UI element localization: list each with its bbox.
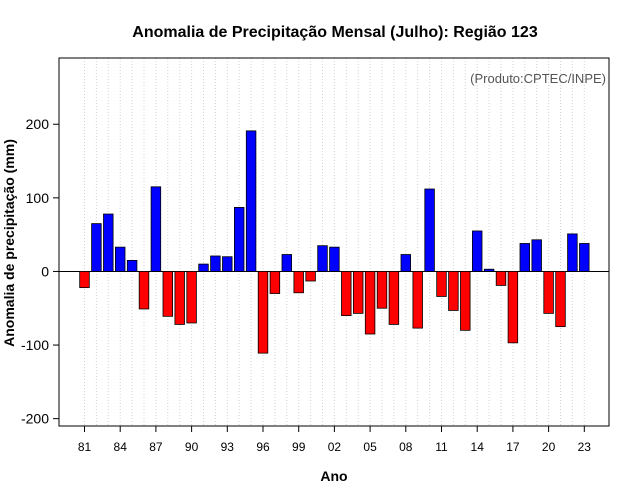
bar-92 (210, 255, 221, 272)
bar-00 (305, 271, 316, 282)
y-tick-label: -200 (21, 411, 49, 427)
x-tick-label: 90 (185, 440, 199, 454)
bar-97 (269, 271, 281, 294)
bar-19 (531, 239, 542, 272)
y-tick-label: 200 (26, 116, 50, 132)
x-tick-label: 11 (435, 440, 448, 454)
bar-17 (507, 271, 519, 344)
x-tick-label: 99 (292, 440, 306, 454)
bars (79, 130, 590, 354)
y-axis: -200 -100 0 100 200 (21, 116, 59, 427)
bar-85 (126, 259, 138, 272)
bar-91 (198, 263, 209, 272)
bar-20 (543, 271, 554, 314)
bar-09 (412, 271, 423, 329)
x-tick-label: 05 (363, 440, 377, 454)
bar-94 (233, 207, 245, 272)
bar-06 (376, 271, 388, 309)
x-tick-label: 02 (328, 440, 342, 454)
bar-86 (138, 271, 150, 310)
x-tick-label: 84 (114, 440, 128, 454)
bar-04 (352, 271, 364, 314)
bar-87 (150, 186, 162, 272)
bar-03 (341, 271, 352, 317)
x-tick-label: 14 (471, 440, 485, 454)
bar-01 (317, 245, 328, 272)
bar-16 (495, 271, 507, 286)
bar-83 (103, 213, 114, 272)
bar-12 (448, 271, 459, 311)
bar-23 (579, 243, 590, 272)
bar-11 (436, 271, 447, 297)
y-tick-label: 0 (41, 263, 49, 279)
bar-02 (329, 246, 340, 272)
x-axis-label: Ano (320, 468, 347, 484)
x-tick-label: 17 (506, 440, 520, 454)
bar-99 (293, 271, 304, 294)
bar-15 (483, 268, 495, 272)
bar-14 (471, 230, 483, 272)
bar-84 (115, 246, 126, 272)
x-tick-label: 87 (149, 440, 163, 454)
bar-93 (222, 256, 233, 272)
bar-95 (245, 130, 257, 272)
bar-98 (281, 254, 293, 272)
chart-title: Anomalia de Precipitação Mensal (Julho):… (132, 24, 538, 41)
bar-81 (79, 271, 90, 289)
bar-90 (186, 271, 197, 324)
bar-13 (460, 271, 471, 331)
y-tick-label: -100 (21, 337, 49, 353)
bar-10 (424, 188, 435, 272)
bar-89 (174, 271, 185, 325)
x-tick-label: 96 (256, 440, 270, 454)
bar-22 (567, 233, 578, 272)
source-annotation: (Produto:CPTEC/INPE) (470, 71, 606, 86)
x-tick-label: 20 (542, 440, 556, 454)
bar-07 (388, 271, 400, 325)
bar-21 (555, 271, 566, 328)
x-tick-label: 93 (221, 440, 235, 454)
x-tick-label: 08 (399, 440, 413, 454)
x-tick-label: 23 (578, 440, 592, 454)
bar-05 (364, 271, 376, 335)
x-tick-label: 81 (78, 440, 92, 454)
y-tick-label: 100 (26, 190, 50, 206)
bar-96 (257, 271, 269, 354)
bar-82 (91, 223, 102, 272)
gridlines (84, 58, 585, 426)
bar-18 (519, 243, 531, 272)
x-axis: 81 84 87 90 93 96 99 02 05 08 11 14 17 20 23 (78, 426, 591, 454)
bar-88 (162, 271, 174, 317)
y-axis-label: Anomalia de precipitação (mm) (1, 139, 17, 347)
bar-08 (400, 254, 412, 272)
